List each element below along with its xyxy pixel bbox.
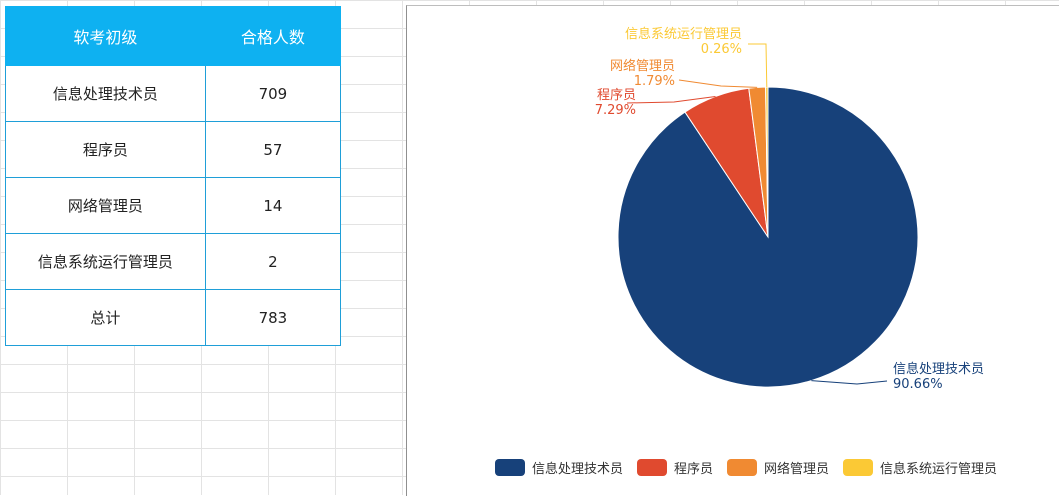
- legend-item[interactable]: 信息处理技术员: [495, 458, 623, 477]
- cell-exam-name[interactable]: 网络管理员: [5, 177, 206, 234]
- table-row: 信息处理技术员 709: [5, 65, 342, 122]
- table-row: 程序员 57: [5, 121, 342, 178]
- cell-pass-count[interactable]: 14: [204, 177, 342, 234]
- header-exam-level[interactable]: 软考初级: [5, 6, 206, 66]
- pass-count-table: 软考初级 合格人数 信息处理技术员 709 程序员 57 网络管理员 14 信息…: [5, 6, 342, 346]
- legend-label: 信息系统运行管理员: [880, 462, 998, 477]
- slice-leader-line: [811, 380, 888, 385]
- table-row: 网络管理员 14: [5, 177, 342, 234]
- cell-exam-name[interactable]: 程序员: [5, 121, 206, 178]
- legend-label: 程序员: [674, 462, 714, 477]
- cell-pass-count[interactable]: 57: [204, 121, 342, 178]
- slice-label-name: 程序员: [597, 88, 636, 103]
- slice-label-percent: 7.29%: [595, 103, 636, 118]
- table-row: 信息系统运行管理员 2: [5, 233, 342, 290]
- header-pass-count[interactable]: 合格人数: [204, 6, 342, 66]
- slice-label-name: 信息处理技术员: [893, 361, 984, 377]
- cell-total-count[interactable]: 783: [204, 289, 342, 346]
- table-header-row: 软考初级 合格人数: [5, 6, 342, 66]
- legend-item[interactable]: 网络管理员: [727, 458, 829, 477]
- legend-swatch: [727, 459, 758, 476]
- cell-exam-name[interactable]: 信息处理技术员: [5, 65, 206, 122]
- slice-label-name: 网络管理员: [610, 58, 675, 74]
- legend-swatch: [843, 459, 874, 476]
- legend-item[interactable]: 程序员: [637, 458, 713, 477]
- slice-label-name: 信息系统运行管理员: [625, 26, 742, 42]
- pie-chart-panel[interactable]: 信息处理技术员 90.66% 程序员 7.29% 网络管理员 1.79% 信息系统运行管理员…: [406, 5, 1059, 496]
- cell-pass-count[interactable]: 2: [204, 233, 342, 290]
- legend-label: 网络管理员: [764, 462, 830, 477]
- slice-label-percent: 0.26%: [701, 42, 742, 57]
- slice-leader-line: [678, 79, 758, 88]
- legend-item[interactable]: 信息系统运行管理员: [843, 458, 997, 477]
- cell-total-label[interactable]: 总计: [5, 289, 206, 346]
- table-row-total: 总计 783: [5, 289, 342, 346]
- cell-exam-name[interactable]: 信息系统运行管理员: [5, 233, 206, 290]
- legend-swatch: [495, 459, 525, 476]
- slice-label-percent: 1.79%: [634, 74, 675, 89]
- legend-label: 信息处理技术员: [532, 462, 624, 477]
- pie-slice[interactable]: [765, 86, 769, 238]
- slice-label-percent: 90.66%: [893, 377, 943, 392]
- legend-swatch: [637, 459, 668, 476]
- slice-leader-line: [626, 95, 716, 104]
- cell-pass-count[interactable]: 709: [204, 65, 342, 122]
- slice-leader-line: [748, 43, 768, 88]
- chart-legend: 信息处理技术员 程序员 网络管理员 信息系统运行管理员: [495, 458, 1011, 477]
